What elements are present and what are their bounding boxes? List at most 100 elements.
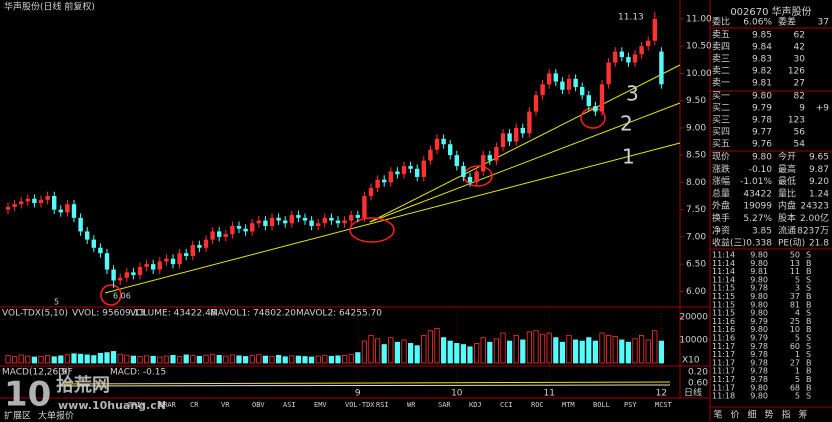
panel-tab[interactable]: 笔 (713, 409, 722, 421)
candle-body (157, 261, 162, 270)
watermark-url: www.10huang.cN (58, 399, 166, 412)
volume-bar (612, 336, 618, 364)
chart-title: 华声股份(日线 前复权) (4, 1, 95, 13)
tick-price: 9.80 (750, 251, 768, 260)
book-label: 买四 (712, 127, 730, 138)
indicator-tab[interactable]: ASI (283, 401, 296, 409)
indicator-tab[interactable]: KDJ (469, 401, 482, 409)
stat-value: 21.8 (809, 239, 829, 249)
macd-label: 0.60 (688, 379, 708, 389)
volume-bar (414, 345, 420, 364)
book-change: +9 (816, 104, 830, 114)
indicator-tab[interactable]: MCST (655, 401, 673, 409)
book-label: 买二 (712, 103, 730, 114)
volume-bar (84, 354, 90, 364)
bottom-tab[interactable]: 扩展区 (4, 410, 31, 422)
stat-value: 24323 (800, 202, 829, 212)
volume-bar (341, 354, 348, 364)
stat-value: 9.65 (809, 153, 829, 163)
candle-body (632, 54, 638, 63)
panel-tab[interactable]: 指 (781, 409, 790, 421)
y-tick-label: 11.00 (686, 14, 712, 24)
book-label: 卖四 (712, 42, 730, 53)
tick-side: B (806, 292, 812, 301)
candle-body (131, 272, 136, 276)
indicator-tab[interactable]: EMV (314, 401, 327, 409)
volume-bar (606, 334, 612, 364)
candle-body (441, 138, 446, 145)
candle-body (52, 196, 57, 210)
candle-body (71, 204, 77, 218)
volume-bar (308, 356, 315, 364)
indicator-tab[interactable]: SAR (438, 401, 451, 409)
indicator-tab[interactable]: BOLL (593, 401, 610, 409)
indicator-tab[interactable]: VOL-TDX (345, 401, 375, 409)
indicator-tab[interactable]: PSY (624, 401, 637, 409)
candle-body (243, 228, 248, 232)
volume-bar (163, 355, 169, 364)
volume-bar (5, 355, 11, 364)
candle-body (269, 217, 275, 226)
candle-body (553, 73, 558, 82)
tick-side: B (806, 358, 812, 367)
tick-volume: 5 (795, 334, 800, 343)
panel-tab[interactable]: 势 (764, 409, 773, 421)
annotation: 5 (54, 298, 59, 307)
y-tick-label: 10.00 (686, 69, 712, 79)
book-volume: 42 (794, 43, 805, 53)
indicator-tab[interactable]: TRIX (128, 401, 146, 409)
volume-bar (78, 353, 84, 364)
stat-value: 9.80 (752, 153, 772, 163)
stat-value: 8237万 (797, 226, 829, 236)
indicator-tab[interactable]: OBV (252, 401, 265, 409)
indicator-tab[interactable]: WR (407, 401, 416, 409)
candle-body (45, 196, 50, 200)
tick-time: 11:16 (712, 325, 735, 334)
y-tick-label: 8.00 (686, 178, 706, 188)
tick-price: 9.79 (750, 334, 768, 343)
tick-side: B (806, 325, 812, 334)
indicator-tab[interactable]: BRAR (159, 401, 177, 409)
volume-bar (117, 353, 123, 364)
candle-body (217, 231, 222, 237)
tick-volume: 11 (790, 267, 800, 276)
indicator-tab[interactable]: MTM (562, 401, 575, 409)
book-price: 9.77 (752, 128, 772, 138)
volume-bar (566, 334, 572, 364)
volume-bar (533, 330, 539, 364)
book-label: 卖五 (712, 30, 730, 41)
macd-label: 0.20 (688, 368, 708, 378)
indicator-tab[interactable]: ROC (531, 401, 544, 409)
candle-body (78, 217, 83, 232)
candle-body (65, 204, 70, 213)
stat-value: -1.01% (740, 177, 772, 187)
tick-price: 9.78 (750, 284, 768, 293)
macd-line (59, 384, 671, 387)
volume-bar (480, 337, 486, 364)
panel-tab[interactable]: 价 (730, 410, 739, 421)
indicator-tab[interactable]: CCI (500, 401, 513, 409)
panel-tab[interactable]: 筹 (798, 409, 807, 421)
tick-price: 9.80 (750, 383, 768, 392)
volume-bar (374, 338, 381, 364)
candle-body (309, 220, 314, 226)
annotation: 2 (620, 112, 633, 136)
indicator-tab[interactable]: RSI (376, 401, 389, 409)
tick-time: 11:14 (712, 275, 735, 284)
volume-bar (328, 355, 335, 364)
volume-bar (639, 334, 645, 364)
tick-time: 11:15 (712, 300, 735, 309)
indicator-tab[interactable]: VR (221, 401, 230, 409)
stat-label: 外盘 (712, 200, 730, 212)
volume-bar (262, 355, 269, 364)
tick-time: 11:17 (712, 375, 735, 384)
tick-volume: 3 (795, 284, 800, 293)
book-price: 9.85 (752, 31, 772, 41)
volume-bar (51, 356, 57, 364)
bottom-tab[interactable]: 大单报价 (38, 410, 74, 422)
tick-time: 11:16 (712, 334, 735, 343)
panel-tab[interactable]: 细 (747, 409, 756, 421)
indicator-tab[interactable]: CR (190, 401, 199, 409)
book-price: 9.82 (752, 67, 772, 77)
volume-bar (427, 330, 434, 364)
